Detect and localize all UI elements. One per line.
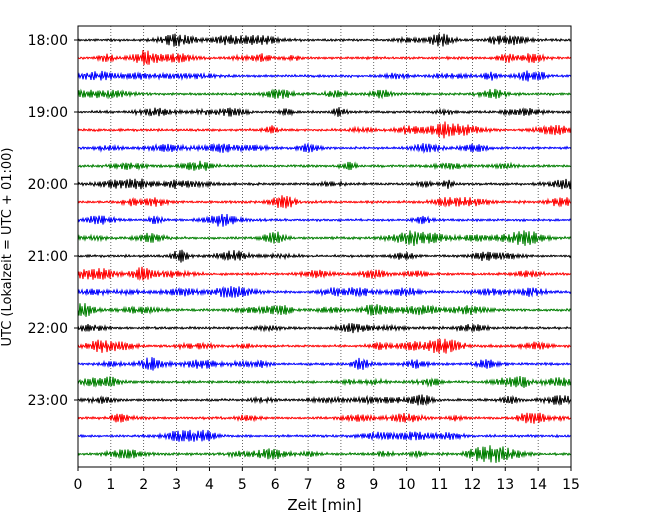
- x-tick-label: 12: [463, 477, 481, 493]
- x-tick-label: 15: [562, 477, 580, 493]
- x-tick-label: 13: [496, 477, 514, 493]
- x-tick-label: 1: [106, 477, 115, 493]
- seismic-trace: [77, 412, 572, 424]
- seismic-trace: [77, 249, 572, 263]
- x-tick-label: 0: [74, 477, 83, 493]
- seismic-trace: [77, 88, 572, 100]
- x-tick-label: 14: [529, 477, 547, 493]
- x-tick-label: 3: [172, 477, 181, 493]
- seismic-trace: [77, 213, 572, 227]
- seismic-trace: [77, 142, 572, 154]
- seismic-trace: [77, 338, 572, 354]
- y-tick-label: 18:00: [28, 33, 68, 49]
- seismic-trace: [77, 70, 572, 82]
- seismic-trace: [77, 160, 572, 171]
- x-tick-label: 11: [431, 477, 449, 493]
- seismic-trace: [77, 266, 572, 281]
- x-axis: 0 1 2 3 4 5 6 7 8 9 10 11 12 13 14 15: [74, 467, 580, 493]
- y-axis: 18:00 19:00 20:00 21:00 22:00 23:00: [28, 33, 78, 409]
- y-axis-label: UTC (Lokalzeit = UTC + 01:00): [0, 148, 15, 347]
- seismic-trace: [77, 394, 572, 407]
- seismic-trace: [77, 121, 572, 139]
- seismic-trace: [77, 323, 572, 334]
- seismic-trace: [77, 445, 572, 463]
- seismic-trace: [77, 357, 572, 371]
- plot-frame: [77, 25, 572, 468]
- seismic-trace: [77, 107, 572, 117]
- y-tick-label: 20:00: [28, 177, 68, 193]
- seismic-trace: [77, 178, 572, 190]
- x-axis-label: Zeit [min]: [287, 496, 361, 514]
- x-tick-label: 8: [336, 477, 345, 493]
- seismic-trace: [77, 285, 572, 298]
- seismic-trace: [77, 195, 572, 209]
- x-tick-label: 9: [369, 477, 378, 493]
- x-tick-label: 6: [271, 477, 280, 493]
- x-tick-label: 4: [205, 477, 214, 493]
- seismic-trace: [77, 230, 572, 247]
- x-tick-label: 5: [238, 477, 247, 493]
- seismic-trace: [77, 429, 572, 442]
- seismic-trace: [77, 50, 572, 66]
- y-tick-label: 19:00: [28, 105, 68, 121]
- y-tick-label: 22:00: [28, 321, 68, 337]
- seismic-trace: [77, 303, 572, 317]
- y-tick-label: 21:00: [28, 249, 68, 265]
- seismic-trace: [77, 33, 572, 47]
- seismic-traces: [77, 33, 572, 463]
- x-tick-label: 2: [139, 477, 148, 493]
- seismic-trace: [77, 376, 572, 388]
- x-tick-label: 7: [304, 477, 313, 493]
- x-tick-label: 10: [398, 477, 416, 493]
- y-tick-label: 23:00: [28, 393, 68, 409]
